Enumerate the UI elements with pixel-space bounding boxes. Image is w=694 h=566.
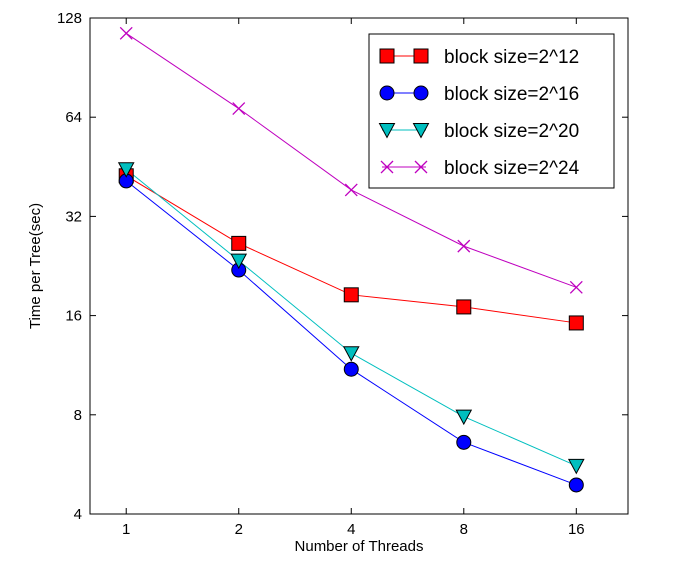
legend-marker: [379, 48, 395, 64]
legend-label: block size=2^24: [444, 158, 580, 179]
y-tick-label: 64: [65, 109, 82, 126]
y-tick-label: 16: [65, 308, 82, 325]
data-point: [457, 239, 471, 253]
legend-marker: [378, 123, 396, 139]
axis-ticks: [90, 17, 628, 515]
data-point: [119, 26, 133, 40]
data-point: [344, 183, 358, 197]
y-axis-label: Time per Tree(sec): [27, 203, 44, 329]
legend-label: block size=2^20: [444, 121, 579, 142]
data-point: [231, 235, 247, 251]
x-tick-label: 2: [235, 521, 243, 538]
legend-marker: [413, 48, 429, 64]
data-point: [230, 253, 248, 270]
data-point: [117, 162, 135, 178]
legend-marker: [380, 160, 394, 174]
data-point: [568, 315, 584, 331]
legend-marker: [412, 123, 430, 139]
data-point: [456, 434, 472, 450]
y-tick-label: 8: [74, 407, 82, 424]
legend-box: [368, 33, 615, 189]
series-markers: [117, 26, 585, 493]
x-tick-label: 16: [568, 521, 585, 538]
legend-marker: [379, 85, 395, 101]
data-point: [456, 299, 472, 315]
y-tick-label: 4: [74, 506, 82, 523]
legend-label: block size=2^12: [444, 47, 579, 68]
data-point: [455, 409, 473, 426]
legend-marker: [414, 160, 428, 174]
x-tick-label: 8: [460, 521, 468, 538]
y-tick-label: 128: [57, 10, 82, 27]
x-axis-label: Number of Threads: [295, 538, 424, 555]
data-point: [232, 102, 246, 115]
legend-marker: [413, 85, 429, 101]
tick-labels: 1 2 4 8 16 4 8 16 32 64 128: [57, 10, 585, 538]
data-point: [568, 477, 584, 493]
legend-label: block size=2^16: [444, 84, 579, 105]
x-tick-label: 4: [347, 521, 355, 538]
data-point: [569, 280, 583, 294]
legend: block size=2^12 block size=2^16 block size…: [368, 33, 615, 189]
y-tick-label: 32: [65, 208, 82, 225]
data-point: [342, 346, 360, 362]
data-point: [343, 287, 359, 303]
data-point: [567, 458, 585, 475]
x-tick-label: 1: [122, 521, 130, 538]
data-point: [343, 361, 359, 377]
